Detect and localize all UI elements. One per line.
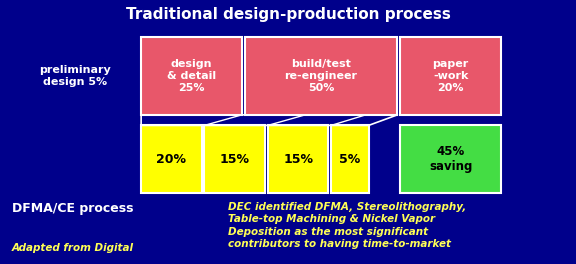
Text: 20%: 20% bbox=[156, 153, 187, 166]
Text: Adapted from Digital: Adapted from Digital bbox=[12, 243, 134, 253]
Text: 15%: 15% bbox=[283, 153, 313, 166]
Bar bbox=[141, 37, 242, 115]
Text: build/test
re-engineer
50%: build/test re-engineer 50% bbox=[285, 59, 358, 92]
Text: 5%: 5% bbox=[339, 153, 361, 166]
Bar bbox=[204, 125, 265, 193]
Text: paper
-work
20%: paper -work 20% bbox=[433, 59, 469, 92]
Text: 15%: 15% bbox=[219, 153, 250, 166]
Text: preliminary
design 5%: preliminary design 5% bbox=[39, 65, 111, 87]
Text: Traditional design-production process: Traditional design-production process bbox=[126, 7, 450, 22]
Bar bbox=[400, 125, 501, 193]
Text: design
& detail
25%: design & detail 25% bbox=[167, 59, 216, 92]
Text: DFMA/CE process: DFMA/CE process bbox=[12, 202, 133, 215]
Text: DEC identified DFMA, Stereolithography,
Table-top Machining & Nickel Vapor
Depos: DEC identified DFMA, Stereolithography, … bbox=[228, 202, 466, 249]
Bar bbox=[245, 37, 397, 115]
Bar bbox=[268, 125, 328, 193]
Bar bbox=[400, 37, 501, 115]
Text: 45%
saving: 45% saving bbox=[429, 145, 472, 173]
Bar bbox=[331, 125, 369, 193]
Bar bbox=[12, 37, 138, 115]
Bar bbox=[141, 125, 202, 193]
